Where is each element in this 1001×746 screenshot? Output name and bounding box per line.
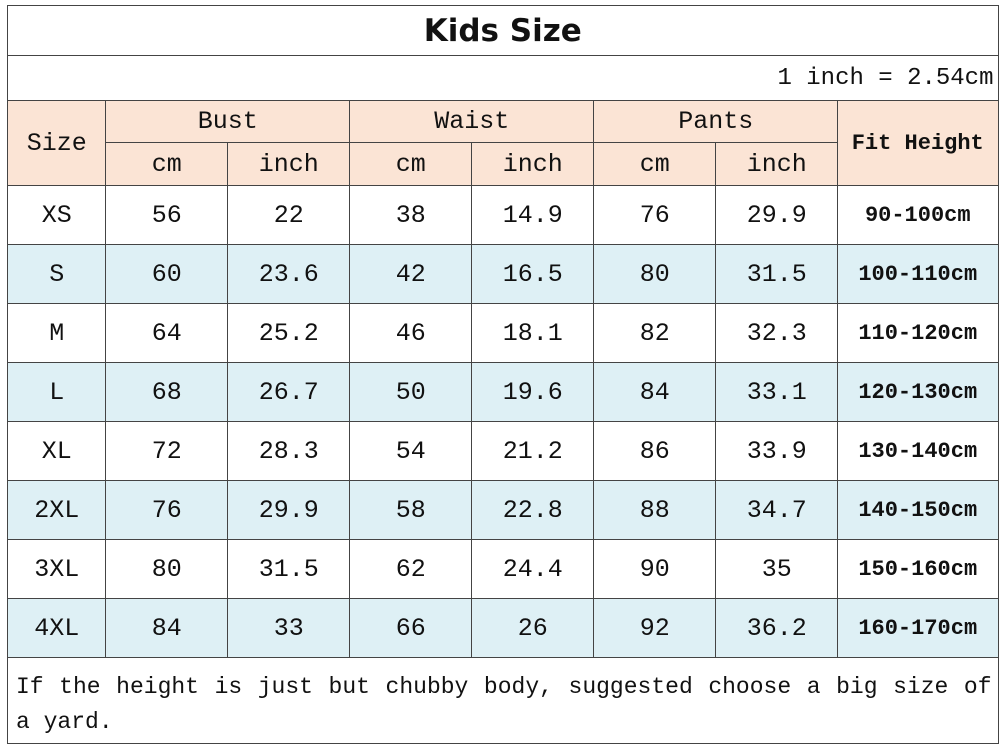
header-cell: Size: [7, 100, 107, 187]
table-cell: L: [7, 362, 107, 423]
table-cell: 90-100cm: [837, 185, 999, 246]
table-cell: XL: [7, 421, 107, 482]
unit-note: 1 inch = 2.54cm: [7, 55, 999, 102]
table-cell: 56: [105, 185, 229, 246]
table-title: Kids Size: [7, 5, 999, 57]
table-cell: 80: [105, 539, 229, 600]
header-unit: inch: [471, 142, 595, 187]
table-cell: 29.9: [715, 185, 839, 246]
table-cell: 88: [593, 480, 717, 541]
table-cell: 100-110cm: [837, 244, 999, 305]
table-cell: S: [7, 244, 107, 305]
footer-note: If the height is just but chubby body, s…: [7, 657, 999, 744]
table-cell: 33: [227, 598, 351, 659]
table-cell: 16.5: [471, 244, 595, 305]
table-cell: 160-170cm: [837, 598, 999, 659]
table-cell: 82: [593, 303, 717, 364]
table-cell: 4XL: [7, 598, 107, 659]
header-unit: cm: [105, 142, 229, 187]
header-unit: cm: [593, 142, 717, 187]
table-cell: 31.5: [715, 244, 839, 305]
table-cell: 36.2: [715, 598, 839, 659]
header-unit: cm: [349, 142, 473, 187]
table-cell: 72: [105, 421, 229, 482]
table-cell: 92: [593, 598, 717, 659]
table-cell: 90: [593, 539, 717, 600]
table-cell: 33.1: [715, 362, 839, 423]
table-cell: 22: [227, 185, 351, 246]
header-unit: inch: [227, 142, 351, 187]
table-cell: 33.9: [715, 421, 839, 482]
table-cell: 19.6: [471, 362, 595, 423]
table-cell: 46: [349, 303, 473, 364]
table-cell: 34.7: [715, 480, 839, 541]
table-cell: 76: [105, 480, 229, 541]
table-cell: 110-120cm: [837, 303, 999, 364]
table-cell: 22.8: [471, 480, 595, 541]
header-cell: Fit Height: [837, 100, 999, 187]
table-cell: 21.2: [471, 421, 595, 482]
table-cell: 84: [593, 362, 717, 423]
table-cell: 62: [349, 539, 473, 600]
table-cell: 3XL: [7, 539, 107, 600]
table-cell: 54: [349, 421, 473, 482]
table-cell: M: [7, 303, 107, 364]
table-cell: 29.9: [227, 480, 351, 541]
header-group: Waist: [349, 100, 595, 144]
table-cell: 26.7: [227, 362, 351, 423]
table-cell: 14.9: [471, 185, 595, 246]
table-cell: 2XL: [7, 480, 107, 541]
table-cell: 60: [105, 244, 229, 305]
table-cell: XS: [7, 185, 107, 246]
table-cell: 80: [593, 244, 717, 305]
table-cell: 18.1: [471, 303, 595, 364]
table-cell: 120-130cm: [837, 362, 999, 423]
table-cell: 84: [105, 598, 229, 659]
table-cell: 42: [349, 244, 473, 305]
table-cell: 26: [471, 598, 595, 659]
table-cell: 86: [593, 421, 717, 482]
table-cell: 50: [349, 362, 473, 423]
table-cell: 25.2: [227, 303, 351, 364]
table-cell: 66: [349, 598, 473, 659]
table-cell: 150-160cm: [837, 539, 999, 600]
table-cell: 140-150cm: [837, 480, 999, 541]
table-cell: 35: [715, 539, 839, 600]
table-cell: 31.5: [227, 539, 351, 600]
table-cell: 64: [105, 303, 229, 364]
table-cell: 130-140cm: [837, 421, 999, 482]
table-cell: 28.3: [227, 421, 351, 482]
table-cell: 76: [593, 185, 717, 246]
table-cell: 32.3: [715, 303, 839, 364]
table-cell: 38: [349, 185, 473, 246]
table-cell: 24.4: [471, 539, 595, 600]
header-unit: inch: [715, 142, 839, 187]
header-group: Pants: [593, 100, 839, 144]
table-cell: 58: [349, 480, 473, 541]
table-cell: 68: [105, 362, 229, 423]
table-cell: 23.6: [227, 244, 351, 305]
header-group: Bust: [105, 100, 351, 144]
